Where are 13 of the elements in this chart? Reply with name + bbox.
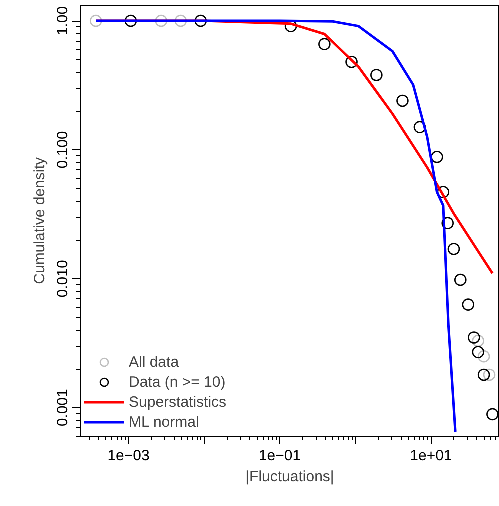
x-tick-label: 1e−03 xyxy=(108,448,150,464)
legend-label: Superstatistics xyxy=(129,394,227,410)
legend-label: Data (n >= 10) xyxy=(129,374,226,390)
y-tick-label: 0.001 xyxy=(54,389,72,427)
x-axis-title: |Fluctuations| xyxy=(246,468,334,486)
y-tick-label: 1.00 xyxy=(54,6,72,36)
legend-label: All data xyxy=(129,354,180,370)
y-tick-label: 0.100 xyxy=(54,131,72,169)
y-tick-label: 0.010 xyxy=(54,260,72,298)
x-tick-label: 1e+01 xyxy=(410,448,452,464)
x-tick-label: 1e−01 xyxy=(258,448,302,464)
y-axis-title: Cumulative density xyxy=(32,157,48,284)
legend-label: ML normal xyxy=(129,414,200,430)
